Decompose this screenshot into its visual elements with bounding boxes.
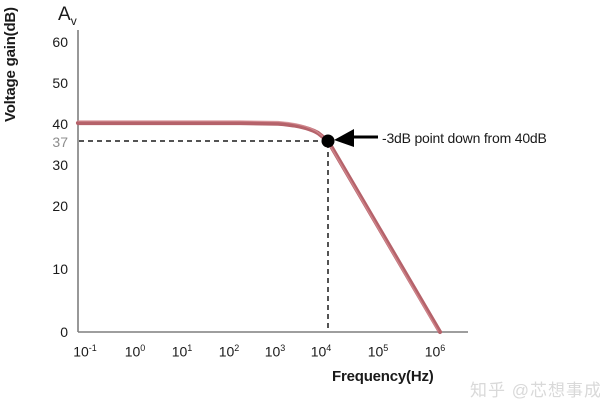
y-tick-37: 37	[52, 134, 68, 150]
watermark: 知乎 @芯想事成	[470, 381, 600, 400]
x-tick-1e2: 102	[218, 343, 240, 360]
y-tick-0: 0	[60, 324, 68, 340]
y-axis-title: Voltage gain(dB)	[2, 7, 19, 122]
x-tick-1e4: 104	[310, 343, 332, 360]
x-tick-1e6: 106	[424, 343, 446, 360]
y-tick-30: 30	[52, 157, 68, 173]
x-tick-1e-1: 10-1	[73, 343, 97, 360]
minus-3db-point-marker	[321, 134, 335, 148]
y-tick-10: 10	[52, 261, 68, 277]
y-axis-symbol-subscript: v	[70, 13, 77, 28]
y-tick-60: 60	[52, 34, 68, 50]
frequency-response-curve-highlight	[77, 120, 439, 332]
x-tick-1e5: 105	[367, 343, 389, 360]
x-axis-title: Frequency(Hz)	[332, 368, 434, 385]
x-tick-1e1: 101	[171, 343, 193, 360]
y-axis-symbol: Av	[58, 4, 77, 28]
y-axis-symbol-letter: A	[58, 4, 71, 25]
y-tick-50: 50	[52, 75, 68, 91]
x-tick-1e0: 100	[124, 343, 146, 360]
frequency-response-curve	[75, 120, 443, 335]
y-tick-20: 20	[52, 198, 68, 214]
minus-3db-annotation-text: -3dB point down from 40dB	[382, 130, 547, 146]
annotation-arrow-head	[334, 129, 354, 147]
y-tick-40: 40	[52, 116, 68, 132]
x-tick-1e3: 103	[264, 343, 286, 360]
